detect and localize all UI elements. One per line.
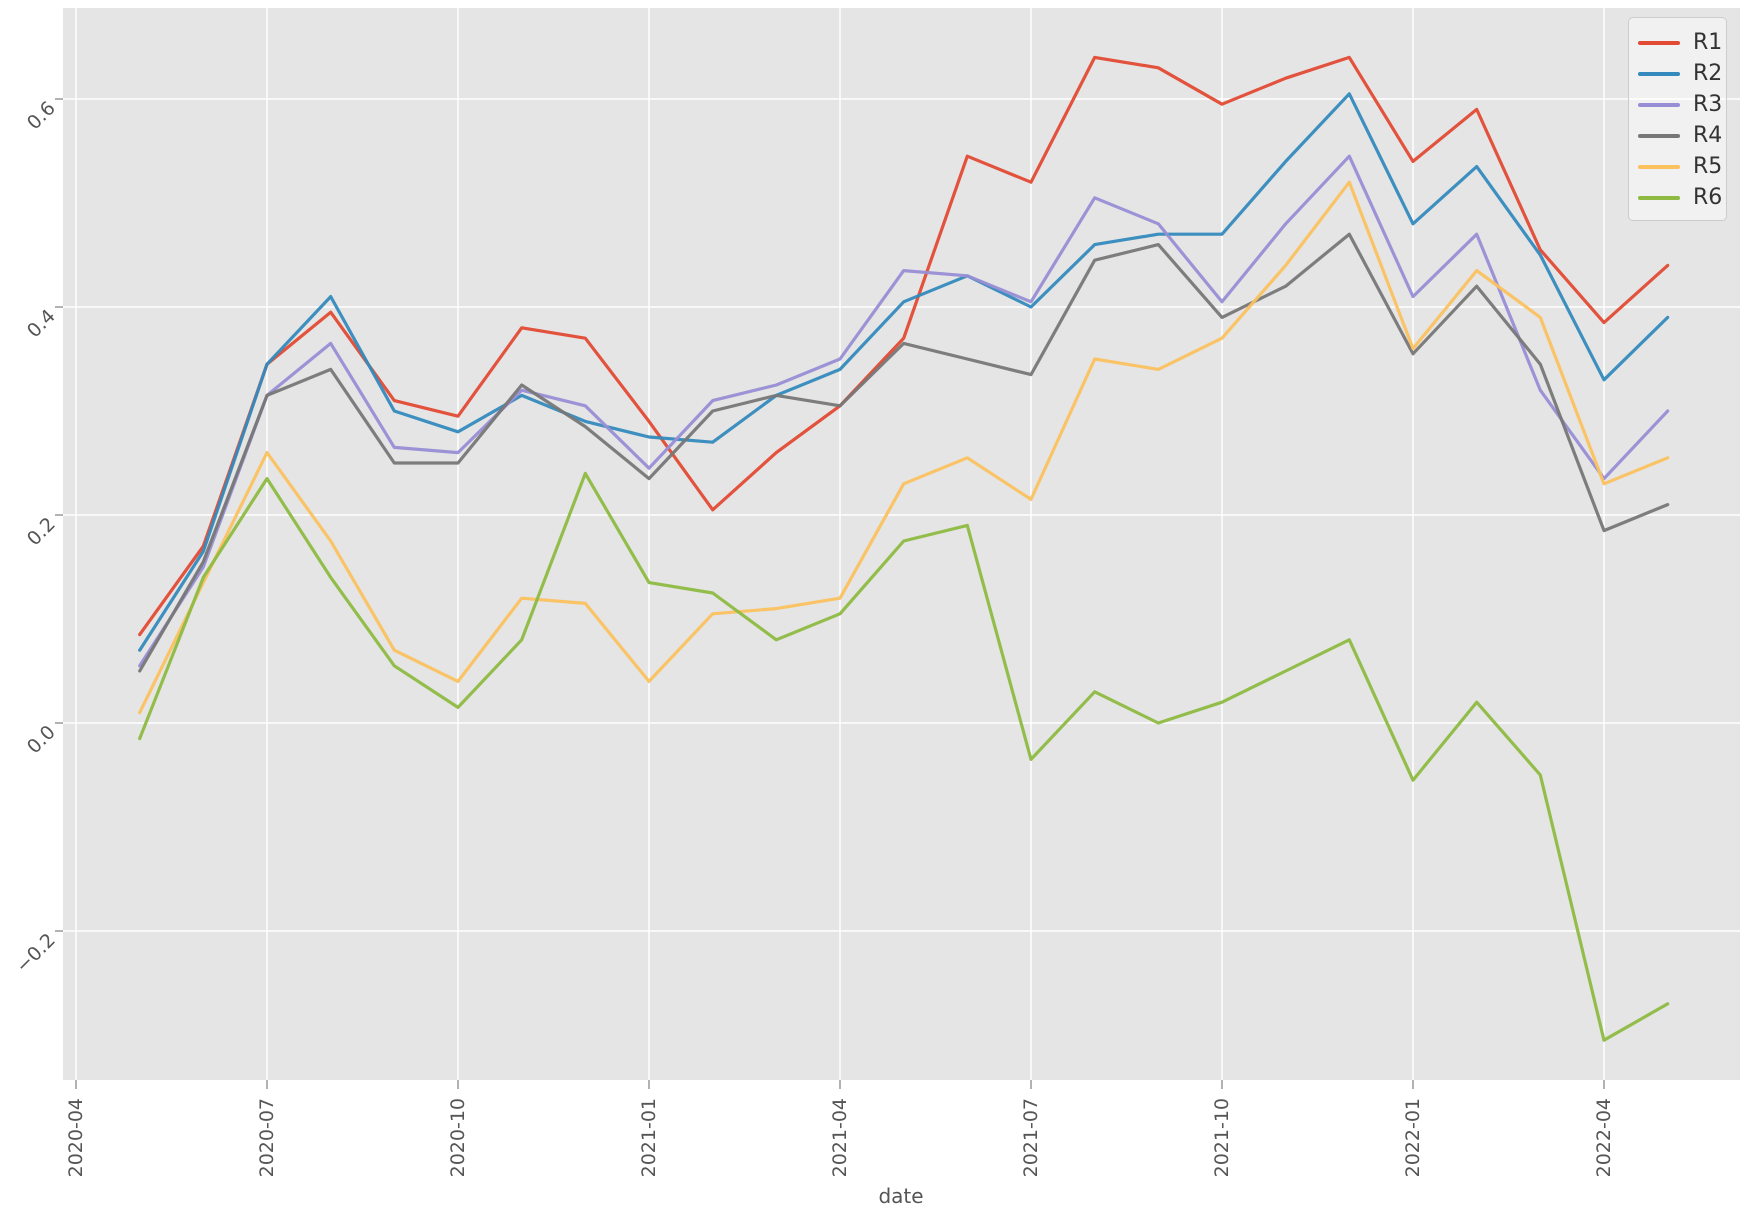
legend-item-label: R2 [1693,60,1723,86]
legend-item-label: R1 [1693,29,1723,55]
legend-item-label: R6 [1693,184,1723,210]
series-line-R6 [138,471,1670,1042]
legend-item-R6: R6 [1638,182,1722,213]
y-axis-tick-label: 0.6 [23,97,60,134]
x-axis-tick-label: 2020-04 [65,1098,87,1177]
x-axis-tick-label: 2022-01 [1402,1098,1424,1177]
legend-item-label: R3 [1693,91,1723,117]
series-line-R1 [138,55,1670,637]
legend-line-swatch [1638,164,1680,169]
series-line-R2 [138,92,1670,652]
x-axis-tick-label: 2020-07 [256,1098,278,1177]
x-axis-tick-label: 2022-04 [1593,1098,1615,1177]
legend-item-label: R5 [1693,153,1723,179]
y-axis-tick-label: 0.0 [23,721,60,758]
legend-item-R3: R3 [1638,89,1722,120]
legend-line-swatch [1638,133,1680,138]
y-axis-tick-label: −0.2 [12,929,60,977]
x-axis-tick-label: 2020-10 [447,1098,469,1177]
legend: R1 R2 R3 R4 R5 R6 [1628,17,1727,221]
legend-line-swatch [1638,195,1680,200]
series-line-R3 [138,154,1670,668]
series-line-R4 [138,232,1670,673]
x-axis-title: date [878,1184,924,1208]
x-axis-tick-label: 2021-07 [1020,1098,1042,1177]
x-axis-tick-label: 2021-04 [829,1098,851,1177]
x-axis-tick-label: 2021-01 [638,1098,660,1177]
y-axis-tick-label: 0.2 [23,513,60,550]
x-axis-tick-label: 2021-10 [1211,1098,1233,1177]
legend-item-R4: R4 [1638,120,1722,151]
legend-line-swatch [1638,40,1680,45]
y-axis-tick-label: 0.4 [23,305,60,342]
legend-item-R2: R2 [1638,58,1722,89]
legend-item-R5: R5 [1638,151,1722,182]
legend-item-label: R4 [1693,122,1723,148]
legend-line-swatch [1638,71,1680,76]
legend-line-swatch [1638,102,1680,107]
series-line-R5 [138,180,1670,715]
legend-item-R1: R1 [1638,27,1722,58]
